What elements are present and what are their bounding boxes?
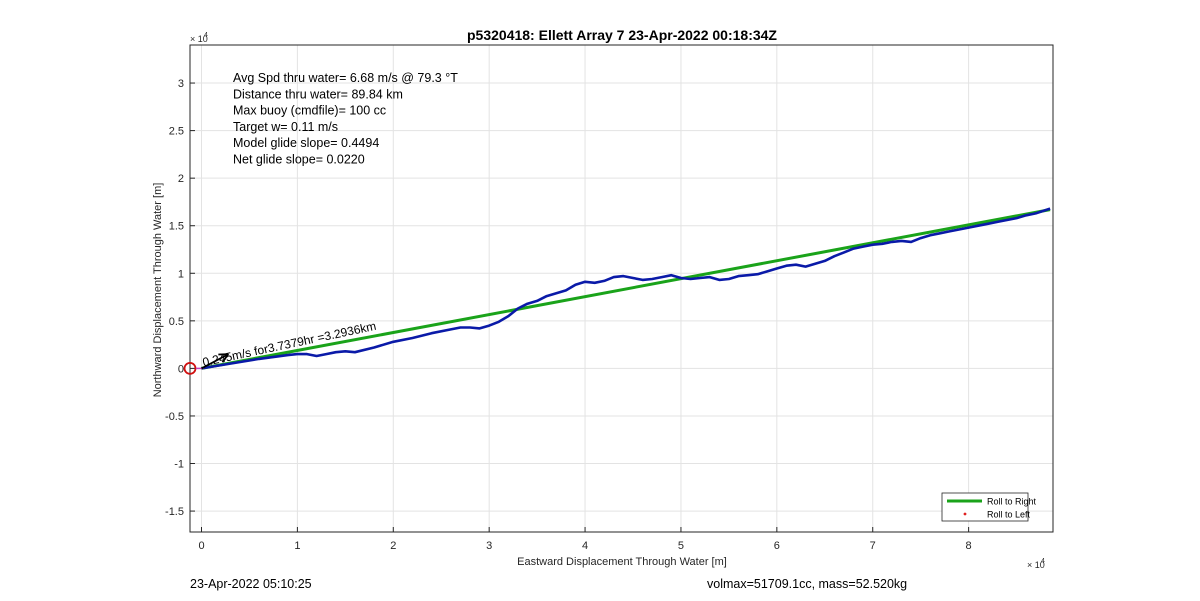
x-tick-label: 3: [486, 540, 492, 552]
y-exponent-base: × 10: [190, 34, 208, 44]
annotation-line: Net glide slope= 0.0220: [233, 153, 365, 167]
legend-box: [941, 492, 1029, 522]
annotation-line: Max buoy (cmdfile)= 100 cc: [233, 104, 386, 118]
plot-series: [201, 207, 1051, 370]
y-tick-label: 0.5: [169, 316, 184, 328]
x-exponent-power: 4: [1041, 558, 1045, 565]
x-tick-label: 7: [870, 540, 876, 552]
drift-arrow-head: [221, 353, 230, 363]
x-tick-label: 4: [582, 540, 588, 552]
x-tick-label: 0: [198, 540, 204, 552]
annotation-line: Model glide slope= 0.4494: [233, 136, 379, 150]
drift-arrow-shaft: [201, 353, 229, 370]
y-tick-label: 3: [178, 78, 184, 90]
legend-label-roll-left: Roll to Left: [987, 510, 1031, 520]
legend-swatch-roll-left: [963, 512, 967, 516]
arrow-label: 0.245m/s for3.7379hr =3.2936km: [201, 319, 377, 370]
stats-annotations: Avg Spd thru water= 6.68 m/s @ 79.3 °T Di…: [233, 71, 458, 167]
legend: Roll to Right Roll to Left: [941, 492, 1037, 522]
annotation-line: Target w= 0.11 m/s: [233, 120, 338, 134]
x-tick-label: 6: [774, 540, 780, 552]
x-exponent-label: × 10 4: [1027, 558, 1045, 570]
annotation-line: Avg Spd thru water= 6.68 m/s @ 79.3 °T: [233, 71, 458, 85]
series-line-1: [201, 207, 1051, 370]
y-exponent-power: 4: [204, 32, 208, 39]
y-tick-label: 2: [178, 173, 184, 185]
axes-frame: [189, 44, 1054, 533]
footer-timestamp: 23-Apr-2022 05:10:25: [190, 577, 312, 591]
y-exponent-label: × 10 4: [190, 32, 208, 44]
chart-title: p5320418: Ellett Array 7 23-Apr-2022 00:…: [467, 27, 777, 43]
plot-markers: [183, 353, 230, 375]
grid-lines: [190, 45, 1053, 532]
x-tick-label: 8: [966, 540, 972, 552]
axis-ticks: 0 1 2 3 4 5 6 7 8 -1.5 -1 -0.5 0 0.5 1 1.5 2 2.5 3: [165, 78, 972, 552]
legend-label-roll-right: Roll to Right: [987, 497, 1037, 507]
y-tick-label: 1: [178, 268, 184, 280]
y-axis-label: Northward Displacement Through Water [m]: [152, 183, 164, 398]
annotation-line: Distance thru water= 89.84 km: [233, 87, 403, 101]
x-axis-label: Eastward Displacement Through Water [m]: [517, 556, 727, 568]
y-tick-label: -1: [174, 459, 184, 471]
footer-glider-info: volmax=51709.1cc, mass=52.520kg: [707, 577, 908, 591]
series-line-0: [201, 208, 1051, 370]
x-tick-label: 2: [390, 540, 396, 552]
start-marker: [183, 361, 197, 375]
y-tick-label: 1.5: [169, 221, 184, 233]
y-tick-label: -1.5: [165, 506, 184, 518]
x-tick-label: 5: [678, 540, 684, 552]
y-tick-label: 0: [178, 363, 184, 375]
x-exponent-base: × 10: [1027, 560, 1045, 570]
y-tick-label: 2.5: [169, 126, 184, 138]
y-tick-label: -0.5: [165, 411, 184, 423]
x-tick-label: 1: [294, 540, 300, 552]
